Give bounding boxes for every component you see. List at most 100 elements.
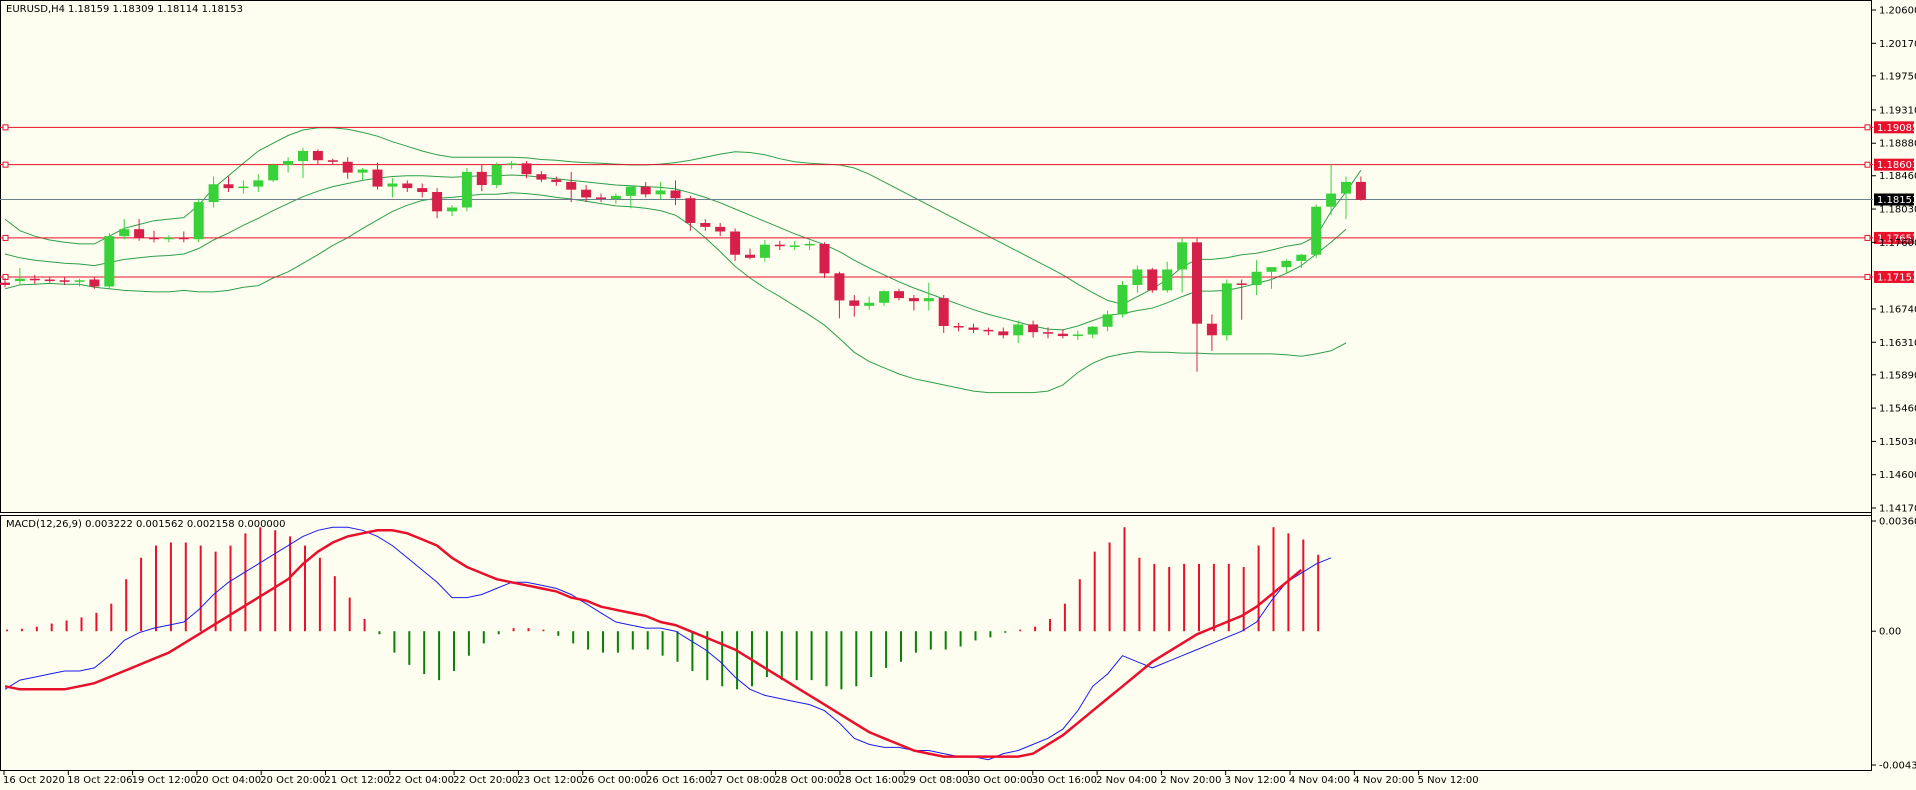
bullish-candle	[268, 163, 279, 182]
candle-body	[1281, 260, 1292, 268]
candle-body	[685, 198, 696, 223]
level-handle-right	[1864, 234, 1871, 241]
time-tick-label: 26 Oct 00:00	[582, 775, 647, 786]
candle-body	[506, 163, 517, 165]
candle-body	[610, 195, 621, 199]
candle-body	[447, 207, 457, 212]
bollinger-bands	[4, 127, 1362, 394]
candle-body	[1102, 314, 1113, 327]
price-tick-label: 1.18880	[1879, 139, 1916, 150]
time-tick-label: 28 Oct 00:00	[775, 775, 840, 786]
price-tick-label: 1.20600	[1879, 6, 1916, 17]
bearish-candle	[849, 295, 860, 317]
candle-body	[268, 164, 279, 181]
time-tick-label: 20 Oct 04:00	[196, 775, 261, 786]
candle-body	[1221, 283, 1232, 336]
current-price-value: 1.18153	[1877, 195, 1916, 206]
candle-body	[312, 150, 323, 161]
bearish-candle	[640, 181, 651, 198]
chart-title: EURUSD,H4	[6, 4, 65, 15]
candle-body	[417, 188, 428, 193]
time-axis: 16 Oct 2020 18 Oct 22:06 19 Oct 12:00 20 Oc…	[3, 771, 1479, 786]
horizontal-levels: 1.18153 1.19085 1.18603 1.17657 1.17153	[0, 121, 1916, 283]
bullish-candle	[759, 240, 770, 262]
candle-body	[789, 245, 800, 247]
bullish-candle	[1162, 261, 1173, 293]
price-tick-label: 1.18030	[1879, 205, 1916, 216]
candle-body	[908, 298, 919, 302]
candle-body	[759, 244, 770, 258]
time-tick-label: 19 Oct 12:00	[132, 775, 197, 786]
candle-body	[223, 184, 234, 189]
candle-body	[1326, 193, 1337, 207]
price-tick-label: 1.15030	[1879, 437, 1916, 448]
price-tick-label: 1.14600	[1879, 470, 1916, 481]
candle-body	[566, 181, 577, 190]
level-handle-left	[2, 124, 9, 131]
bearish-candle	[670, 180, 681, 206]
bearish-candle	[59, 277, 70, 285]
candle-body	[298, 150, 308, 162]
candle-body	[461, 171, 472, 208]
candle-body	[1072, 334, 1083, 337]
candle-body	[700, 222, 711, 227]
candle-body	[1013, 324, 1024, 336]
level-price-box	[1874, 231, 1914, 244]
candle-body	[655, 190, 666, 195]
bullish-candle	[1177, 238, 1188, 293]
candle-body	[521, 163, 532, 175]
price-tick-label: 1.15890	[1879, 370, 1916, 381]
bullish-candle	[238, 180, 249, 194]
level-price-label: 1.18603	[1877, 160, 1916, 171]
candle-body	[1266, 267, 1277, 272]
bullish-candle	[357, 167, 368, 181]
candle-body	[29, 278, 40, 281]
candle-body	[89, 279, 100, 287]
price-tick-label: 1.16740	[1879, 304, 1916, 315]
bullish-candle	[506, 161, 517, 169]
bearish-candle	[700, 219, 711, 231]
bearish-candle	[953, 322, 964, 332]
candle-body	[134, 229, 145, 238]
level-price-box	[1874, 270, 1914, 283]
candle-body	[238, 186, 249, 189]
candle-body	[670, 190, 681, 199]
bullish-candle	[1296, 253, 1307, 268]
macd-panel-frame	[0, 515, 1872, 771]
time-tick-label: 27 Oct 08:00	[710, 775, 775, 786]
bearish-candle	[29, 274, 40, 285]
candlesticks	[0, 147, 1366, 372]
candle-body	[923, 298, 934, 302]
bb-upper-line	[4, 127, 1362, 305]
bullish-candle	[1266, 267, 1277, 289]
bullish-candle	[14, 267, 25, 285]
level-handle-right	[1864, 124, 1871, 131]
time-tick-label: 22 Oct 04:00	[389, 775, 454, 786]
candle-body	[1132, 269, 1143, 285]
candle-body	[1341, 181, 1351, 194]
bearish-candle	[372, 162, 383, 190]
candle-body	[879, 291, 890, 303]
candle-body	[387, 183, 398, 187]
bullish-candle	[1132, 265, 1143, 293]
candle-body	[149, 237, 159, 240]
candle-body	[14, 278, 25, 282]
candle-body	[208, 184, 219, 203]
bearish-candle	[149, 230, 159, 243]
macd-tick-label: 0.003603	[1879, 517, 1916, 528]
level-handle-right	[1864, 273, 1871, 280]
bearish-candle	[1236, 279, 1247, 320]
level-handle-right	[1864, 161, 1871, 168]
bullish-candle	[1221, 279, 1232, 341]
bearish-candle	[715, 222, 726, 237]
candle-body	[253, 180, 264, 187]
candle-body	[1162, 269, 1173, 291]
candle-body	[536, 174, 547, 180]
bearish-candle	[417, 183, 428, 198]
time-tick-label: 30 Oct 00:00	[968, 775, 1033, 786]
candle-body	[59, 280, 70, 282]
macd-title: MACD(12,26,9) 0.003222 0.001562 0.002158…	[6, 519, 286, 530]
candle-body	[1355, 181, 1366, 200]
candle-body	[327, 160, 338, 162]
